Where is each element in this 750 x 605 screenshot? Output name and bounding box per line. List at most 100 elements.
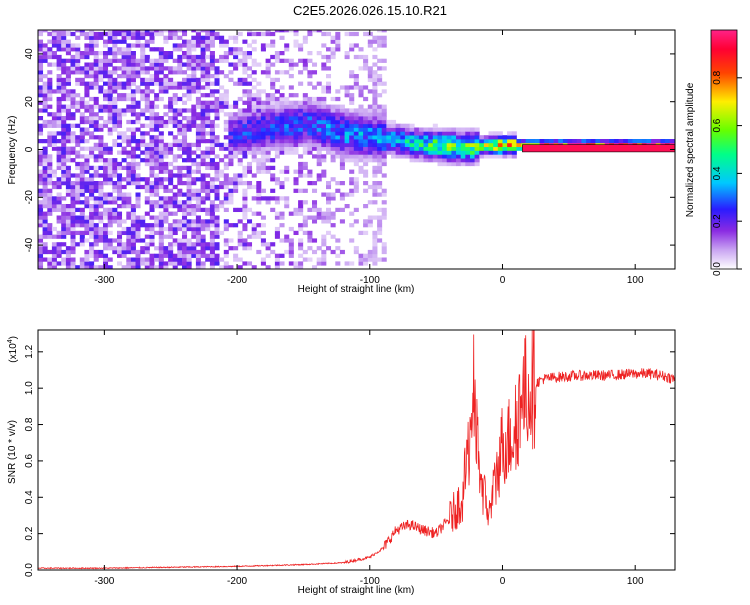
heatmap-cell	[61, 234, 67, 239]
heatmap-cell	[316, 119, 322, 125]
heatmap-cell	[442, 150, 448, 155]
heatmap-cell	[79, 257, 85, 262]
heatmap-cell	[562, 139, 568, 144]
heatmap-cell	[126, 77, 132, 83]
heatmap-cell	[177, 146, 183, 151]
heatmap-cell	[154, 253, 160, 258]
heatmap-cell	[298, 165, 304, 171]
heatmap-cell	[335, 43, 341, 48]
heatmap-cell	[38, 43, 44, 48]
heatmap-cell	[237, 58, 243, 63]
heatmap-cell	[284, 204, 290, 209]
heatmap-cell	[391, 131, 397, 136]
heatmap-cell	[358, 158, 364, 163]
heatmap-cell	[191, 70, 197, 75]
heatmap-cell	[293, 211, 299, 216]
heatmap-cell	[107, 181, 113, 186]
heatmap-cell	[126, 43, 132, 48]
heatmap-cell	[117, 249, 123, 255]
heatmap-cell	[121, 30, 127, 33]
heatmap-cell	[265, 30, 271, 33]
heatmap-cell	[186, 62, 192, 67]
heatmap-cell	[265, 116, 271, 121]
heatmap-cell	[149, 230, 155, 236]
heatmap-cell	[70, 249, 76, 255]
heatmap-cell	[135, 223, 141, 228]
heatmap-cell	[70, 200, 76, 205]
heatmap-cell	[117, 234, 123, 239]
heatmap-cell	[70, 70, 76, 75]
heatmap-cell	[65, 215, 71, 220]
heatmap-cell	[247, 74, 253, 79]
heatmap-cell	[191, 207, 197, 213]
heatmap-cell	[107, 100, 113, 105]
colorbar: 0.00.20.40.60.8 Normalized spectral ampl…	[685, 29, 742, 276]
heatmap-cell	[209, 184, 215, 190]
heatmap-cell	[47, 47, 53, 52]
heatmap-cell	[223, 249, 229, 255]
heatmap-cell	[228, 238, 234, 243]
heatmap-cell	[205, 181, 211, 186]
heatmap-cell	[367, 89, 373, 94]
heatmap-cell	[344, 131, 350, 136]
heatmap-cell	[182, 108, 188, 113]
heatmap-cell	[404, 123, 410, 128]
heatmap-cell	[256, 100, 262, 105]
heatmap-cell	[223, 192, 229, 197]
heatmap-cell	[186, 261, 192, 266]
heatmap-cell	[126, 257, 132, 262]
heatmap-cell	[381, 188, 387, 193]
heatmap-cell	[182, 219, 188, 224]
heatmap-cell	[117, 242, 123, 247]
heatmap-cell	[353, 188, 359, 193]
heatmap-cell	[247, 246, 253, 251]
heatmap-cell	[126, 66, 132, 71]
heatmap-cell	[61, 230, 67, 236]
heatmap-cell	[339, 85, 345, 90]
heatmap-cell	[89, 184, 95, 190]
heatmap-cell	[316, 257, 322, 262]
heatmap-cell	[117, 253, 123, 258]
heatmap-cell	[233, 127, 239, 132]
heatmap-cell	[75, 265, 81, 269]
heatmap-cell	[93, 142, 99, 148]
heatmap-cell	[279, 58, 285, 63]
heatmap-cell	[260, 196, 266, 201]
heatmap-cell	[56, 77, 62, 83]
heatmap-cell	[135, 181, 141, 186]
heatmap-cell	[117, 116, 123, 121]
heatmap-cell	[381, 211, 387, 216]
heatmap-cell	[237, 112, 243, 117]
heatmap-cell	[172, 261, 178, 266]
heatmap-cell	[135, 39, 141, 44]
heatmap-cell	[38, 257, 44, 262]
heatmap-cell	[479, 146, 485, 151]
heatmap-cell	[242, 169, 248, 174]
heatmap-cell	[260, 257, 266, 262]
heatmap-cell	[89, 234, 95, 239]
heatmap-cell	[112, 31, 118, 37]
heatmap-cell	[186, 181, 192, 186]
heatmap-cell	[284, 200, 290, 205]
heatmap-cell	[154, 81, 160, 86]
heatmap-cell	[544, 139, 550, 144]
heatmap-cell	[200, 47, 206, 52]
heatmap-cell	[149, 77, 155, 83]
heatmap-cell	[330, 234, 336, 239]
heatmap-cell	[121, 108, 127, 113]
heatmap-cell	[363, 108, 369, 113]
heatmap-cell	[209, 146, 215, 151]
heatmap-cell	[274, 127, 280, 132]
heatmap-cell	[61, 226, 67, 232]
heatmap-cell	[228, 47, 234, 52]
heatmap-cell	[135, 127, 141, 132]
heatmap-cell	[377, 123, 383, 128]
heatmap-cell	[42, 200, 48, 205]
heatmap-cell	[56, 58, 62, 63]
heatmap-cell	[51, 39, 57, 44]
heatmap-cell	[42, 230, 48, 236]
heatmap-cell	[126, 31, 132, 37]
heatmap-cell	[121, 131, 127, 136]
heatmap-cell	[172, 31, 178, 37]
heatmap-cell	[126, 85, 132, 90]
